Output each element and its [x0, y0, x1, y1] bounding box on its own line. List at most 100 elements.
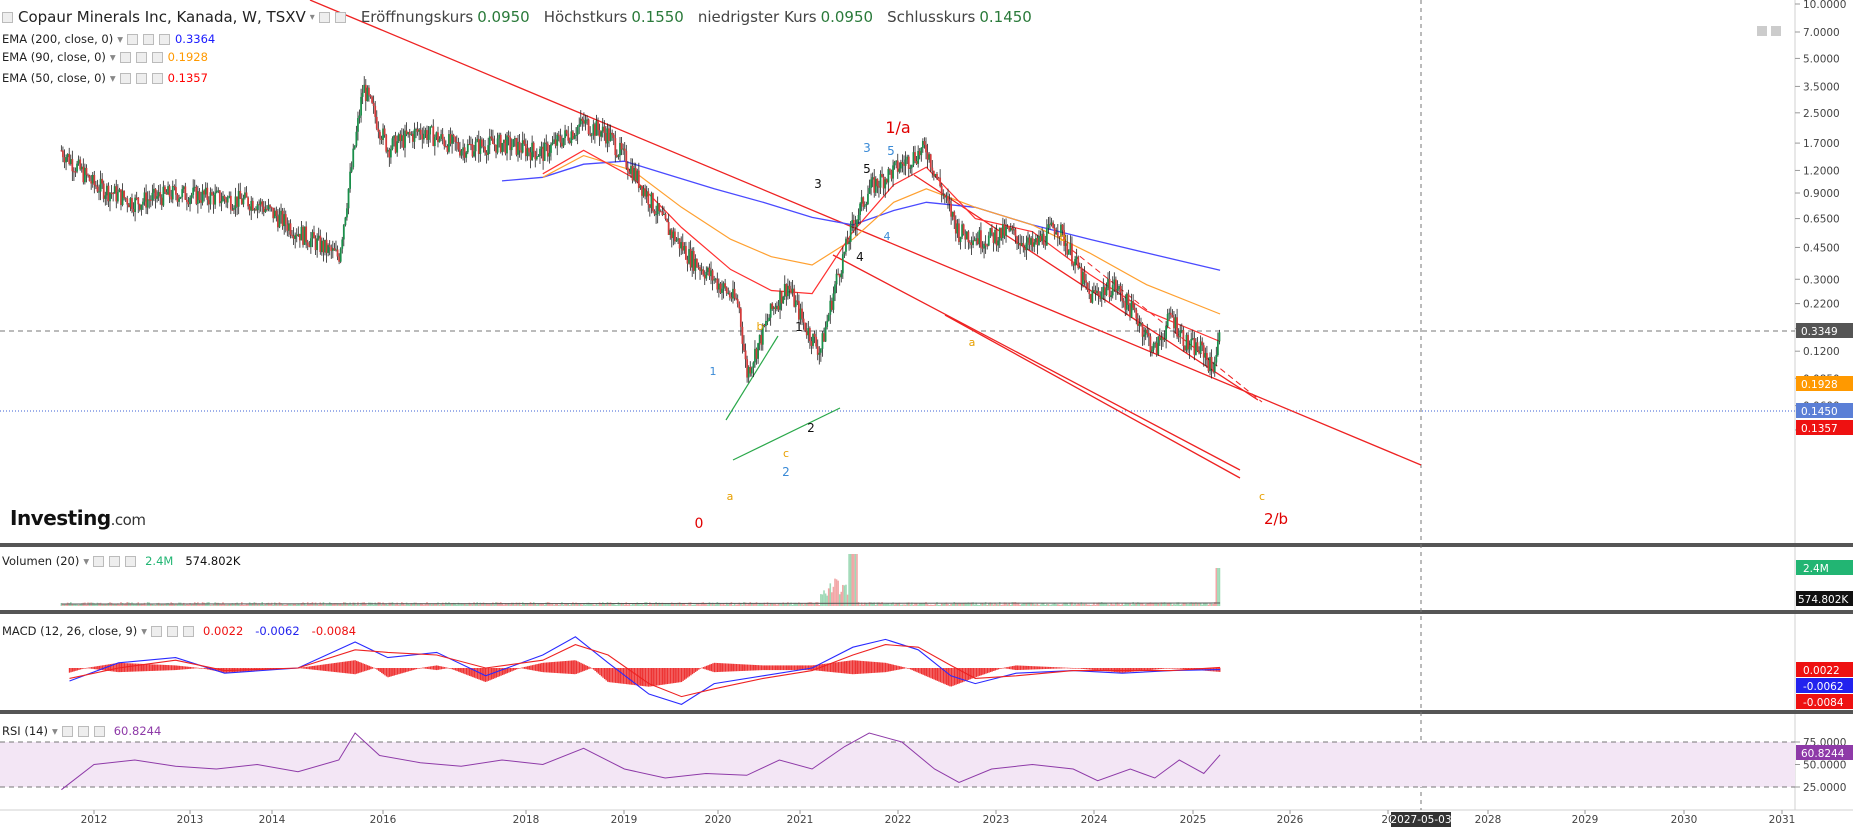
- candle-body: [705, 271, 708, 279]
- settings-icon[interactable]: [135, 51, 147, 63]
- close-icon[interactable]: [93, 725, 105, 737]
- volume-bar: [807, 602, 810, 606]
- macd-histogram-bar: [192, 667, 195, 669]
- macd-histogram-bar: [508, 668, 510, 673]
- candle-body: [341, 239, 344, 249]
- volume-bar: [393, 604, 395, 606]
- close-icon[interactable]: [158, 33, 170, 45]
- candle-body: [1039, 235, 1042, 242]
- rsi-tag-label: 60.8244: [1801, 748, 1845, 760]
- candle-body: [1012, 229, 1015, 231]
- volume-bar: [468, 602, 471, 606]
- macd-histogram-bar: [539, 663, 541, 672]
- candle-body: [1078, 267, 1081, 269]
- time-tick-label: 2020: [705, 814, 732, 826]
- candle-body: [1195, 342, 1197, 355]
- candle-body: [471, 144, 474, 157]
- candle-body: [617, 155, 620, 157]
- close-icon[interactable]: [183, 625, 195, 637]
- volume-bar: [1170, 602, 1172, 606]
- candle-body: [1086, 282, 1089, 290]
- volume-bar: [280, 603, 282, 606]
- eye-icon[interactable]: [119, 51, 131, 63]
- candle-body: [749, 367, 752, 374]
- hide-icon[interactable]: [334, 11, 346, 23]
- macd-histogram-bar: [826, 663, 829, 672]
- candle-body: [735, 297, 738, 300]
- rsi-legend[interactable]: RSI (14) ▾ 60.8244: [2, 724, 161, 738]
- macd-histogram-bar: [1069, 667, 1072, 669]
- macd-histogram-bar: [734, 663, 736, 672]
- macd-histogram-bar: [927, 668, 929, 677]
- macd-legend[interactable]: MACD (12, 26, close, 9) ▾ 0.0022 -0.0062…: [2, 624, 356, 638]
- macd-histogram-bar: [745, 664, 747, 671]
- eye-icon[interactable]: [61, 725, 73, 737]
- macd-histogram-bar: [429, 666, 432, 670]
- settings-icon[interactable]: [142, 33, 154, 45]
- close-icon[interactable]: [151, 51, 163, 63]
- candle-body: [534, 151, 537, 160]
- ema90-legend[interactable]: EMA (90, close, 0) ▾ 0.1928: [2, 50, 208, 64]
- chevron-down-icon[interactable]: ▾: [109, 50, 116, 64]
- settings-icon[interactable]: [167, 625, 179, 637]
- volume-bar: [266, 603, 268, 606]
- candle-body: [1169, 312, 1172, 315]
- eye-icon[interactable]: [151, 625, 163, 637]
- ema50-legend[interactable]: EMA (50, close, 0) ▾ 0.1357: [2, 71, 208, 85]
- macd-histogram-bar: [494, 668, 496, 679]
- time-tick-label: 2023: [983, 814, 1010, 826]
- chevron-down-icon[interactable]: ▾: [51, 724, 58, 738]
- settings-icon[interactable]: [318, 11, 330, 23]
- settings-icon[interactable]: [77, 725, 89, 737]
- macd-histogram-bar: [335, 662, 337, 673]
- volume-bar: [1078, 603, 1081, 606]
- macd-value-1: 0.0022: [203, 624, 244, 638]
- collapse-icon[interactable]: [2, 11, 13, 23]
- eye-icon[interactable]: [119, 72, 131, 84]
- macd-histogram-bar: [765, 665, 767, 671]
- volume-bar: [689, 602, 692, 606]
- volume-bar: [1184, 602, 1186, 606]
- candle-body: [460, 150, 463, 156]
- volume-bar: [694, 604, 697, 606]
- volume-bar: [922, 603, 924, 606]
- close-icon[interactable]: [151, 72, 163, 84]
- candle-body: [116, 191, 119, 202]
- chevron-down-icon[interactable]: ▾: [309, 11, 315, 23]
- candle-body: [1006, 226, 1009, 228]
- settings-icon[interactable]: [135, 72, 147, 84]
- macd-histogram-bar: [822, 664, 824, 672]
- macd-histogram-bar: [804, 665, 807, 671]
- volume-bar: [1108, 604, 1111, 606]
- volume-legend[interactable]: Volumen (20) ▾ 2.4M 574.802K: [2, 554, 240, 568]
- volume-bar: [247, 604, 249, 606]
- candle-body: [634, 167, 637, 181]
- macd-histogram-bar: [1145, 668, 1147, 671]
- chevron-down-icon[interactable]: ▾: [109, 71, 116, 85]
- macd-histogram-bar: [666, 668, 669, 685]
- volume-bar: [1077, 603, 1080, 606]
- close-icon[interactable]: [125, 555, 137, 567]
- candle-body: [1163, 338, 1166, 340]
- candle-body: [554, 139, 557, 146]
- macd-histogram-bar: [164, 664, 166, 671]
- candle-body: [118, 189, 121, 192]
- eye-icon[interactable]: [93, 555, 105, 567]
- macd-histogram-bar: [575, 660, 578, 674]
- chevron-down-icon[interactable]: ▾: [83, 554, 90, 568]
- candle-body: [320, 240, 323, 252]
- eye-icon[interactable]: [126, 33, 138, 45]
- chevron-down-icon[interactable]: ▾: [141, 624, 148, 638]
- candle-body: [1027, 237, 1029, 243]
- candle-body: [1177, 336, 1180, 338]
- candle-body: [995, 229, 998, 246]
- volume-bar: [813, 603, 816, 606]
- chevron-down-icon[interactable]: ▾: [117, 32, 123, 46]
- candle-body: [1216, 341, 1219, 355]
- volume-bar: [1115, 602, 1117, 606]
- settings-icon[interactable]: [109, 555, 121, 567]
- candle-body: [915, 161, 918, 164]
- ema200-legend[interactable]: EMA (200, close, 0) ▾ 0.3364: [2, 32, 215, 46]
- macd-histogram-bar: [716, 662, 719, 673]
